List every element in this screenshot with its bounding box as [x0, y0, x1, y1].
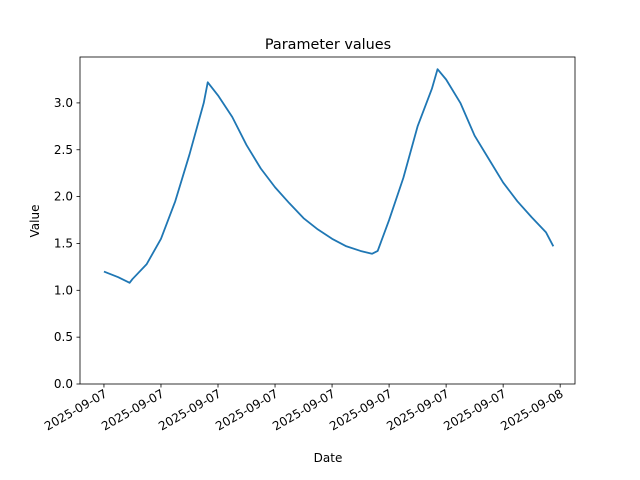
y-tick-label: 2.5 [54, 143, 73, 157]
axes-frame [79, 56, 576, 385]
y-tick-label: 1.0 [54, 283, 73, 297]
x-axis-label: Date [314, 451, 343, 465]
data-line [103, 68, 555, 284]
y-tick-label: 1.5 [54, 236, 73, 250]
chart-title: Parameter values [265, 37, 391, 53]
y-tick-label: 2.0 [54, 190, 73, 204]
y-tick-label: 0.0 [54, 377, 73, 391]
y-axis-label: Value [28, 205, 42, 238]
y-tick-label: 3.0 [54, 96, 73, 110]
y-tick-label: 0.5 [54, 330, 73, 344]
